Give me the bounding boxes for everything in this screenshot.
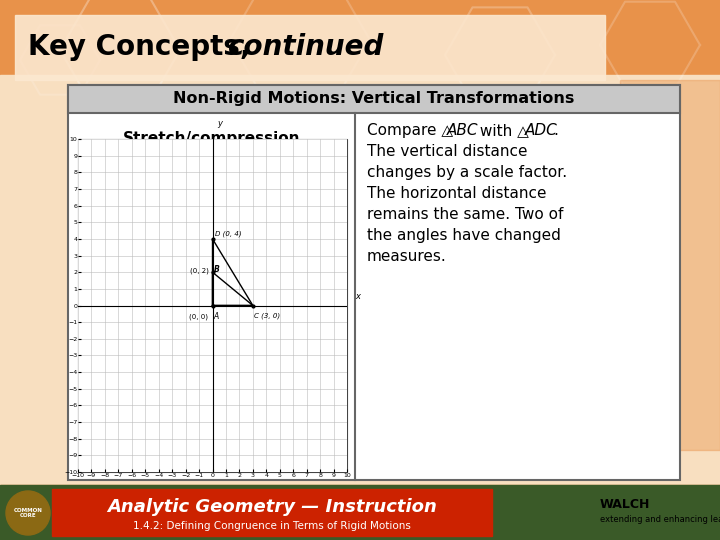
Bar (52, 489, 492, 536)
Bar (68, 85, 680, 480)
Bar (620, 80, 720, 450)
Text: continued: continued (228, 33, 384, 61)
Text: extending and enhancing learning: extending and enhancing learning (600, 516, 720, 524)
Text: the angles have changed: the angles have changed (367, 228, 561, 243)
Text: D (0, 4): D (0, 4) (215, 231, 241, 237)
Text: (0, 0): (0, 0) (189, 314, 209, 320)
Text: with △: with △ (475, 123, 529, 138)
Bar (0, 485, 720, 540)
Text: remains the same. Two of: remains the same. Two of (367, 207, 563, 222)
Text: The vertical distance: The vertical distance (367, 144, 528, 159)
Bar (0, 0, 720, 80)
Text: ABC: ABC (447, 123, 479, 138)
Text: The horizontal distance: The horizontal distance (367, 186, 546, 201)
Bar (0, 75, 720, 485)
Bar (68, 85, 680, 113)
Text: ADC: ADC (525, 123, 558, 138)
Text: changes by a scale factor.: changes by a scale factor. (367, 165, 567, 180)
Text: COMMON
CORE: COMMON CORE (14, 508, 42, 518)
Text: C (3, 0): C (3, 0) (254, 312, 280, 319)
Text: Non-Rigid Motions: Vertical Transformations: Non-Rigid Motions: Vertical Transformati… (174, 91, 575, 106)
Bar (0, 485, 720, 540)
Text: Stretch/compression: Stretch/compression (122, 131, 300, 146)
Text: y: y (217, 119, 222, 127)
Circle shape (6, 491, 50, 535)
Text: .: . (553, 123, 558, 138)
Text: Compare △: Compare △ (367, 123, 453, 138)
Text: Key Concepts,: Key Concepts, (28, 33, 260, 61)
Text: WALCH: WALCH (600, 498, 650, 511)
Text: x: x (355, 292, 360, 301)
Text: (0, 2): (0, 2) (189, 267, 209, 274)
Text: 1.4.2: Defining Congruence in Terms of Rigid Motions: 1.4.2: Defining Congruence in Terms of R… (133, 521, 411, 531)
Text: A: A (214, 312, 219, 321)
Text: measures.: measures. (367, 249, 446, 264)
Text: 7: 7 (659, 485, 672, 504)
Bar (78, 139, 347, 472)
Bar (15, 15, 605, 80)
Text: B: B (214, 265, 220, 274)
Text: Analytic Geometry — Instruction: Analytic Geometry — Instruction (107, 498, 437, 516)
